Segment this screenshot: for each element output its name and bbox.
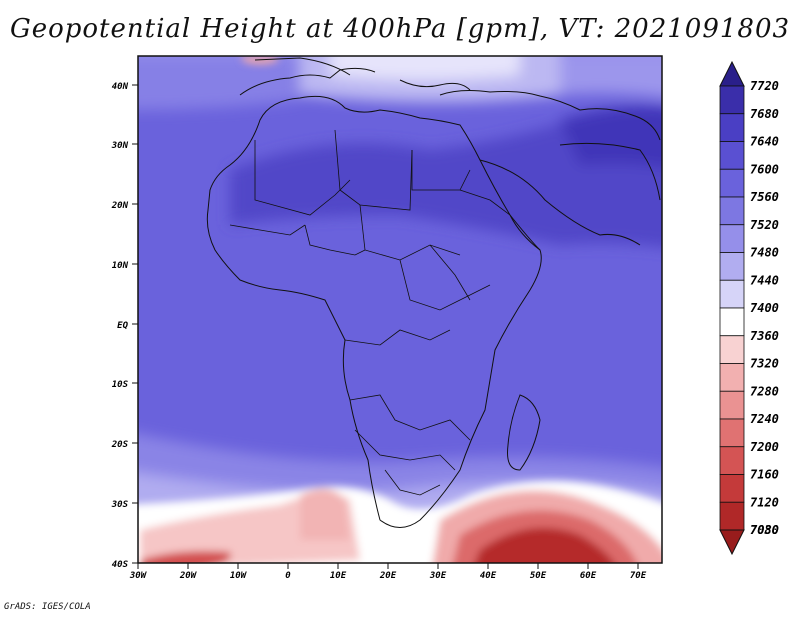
coastlines: [206, 57, 661, 528]
colorbar-label: 7560: [750, 190, 779, 204]
lon-label: 40E: [480, 571, 497, 581]
colorbar-swatch: [719, 363, 745, 392]
colorbar-label: 7600: [750, 162, 779, 176]
colorbar-swatch: [719, 335, 745, 364]
lon-label: 70E: [630, 571, 647, 581]
colorbar-swatch: [719, 252, 745, 281]
colorbar-label: 7160: [750, 468, 779, 482]
colorbar-swatch: [719, 196, 745, 226]
lat-label: 30S: [111, 500, 129, 510]
colorbar-label: 7320: [750, 357, 779, 371]
height-field: [138, 56, 662, 563]
colorbar-swatch: [719, 168, 745, 198]
colorbar-swatch: [719, 141, 745, 170]
colorbar-label: 7520: [750, 218, 779, 232]
lon-label: 30E: [429, 571, 447, 581]
country-borders: [229, 129, 511, 496]
lat-label: 10S: [112, 380, 129, 390]
colorbar-swatch: [719, 446, 745, 475]
lon-label: 10W: [230, 571, 248, 581]
colorbar: 7720 7680 7640 7600 7560 7520 7480 7440 7400 7360…: [719, 60, 779, 556]
colorbar-label: 7720: [750, 79, 779, 93]
colorbar-label: 7080: [750, 523, 779, 537]
colorbar-label: 7280: [750, 384, 779, 398]
colorbar-label: 7480: [750, 246, 779, 260]
colorbar-bottom-arrow: [719, 529, 745, 556]
lat-label: 30N: [111, 141, 129, 151]
lat-label: 40N: [112, 82, 129, 92]
grads-credit: GrADS: IGES/COLA: [4, 602, 91, 612]
map-frame: [137, 55, 663, 564]
colorbar-label: 7400: [750, 301, 779, 315]
lon-axis: 30W 20W 10W 0 10E 20E 30E 40E 50E 60E 70…: [129, 563, 647, 581]
colorbar-label: 7030: [750, 523, 779, 537]
colorbar-top-arrow: [719, 60, 745, 87]
lat-label: 20N: [111, 201, 129, 211]
lon-label: 0: [285, 571, 291, 581]
colorbar-label: 7640: [750, 135, 779, 149]
colorbar-label: 7360: [750, 329, 779, 343]
colorbar-label: 7440: [750, 273, 779, 287]
lon-label: 10E: [330, 571, 347, 581]
colorbar-label: 7120: [750, 495, 779, 509]
lat-label: 20S: [111, 440, 129, 450]
colorbar-swatch: [719, 501, 745, 531]
map-title: Geopotential Height at 400hPa [gpm], VT:…: [9, 14, 791, 44]
colorbar-swatch: [719, 390, 745, 420]
colorbar-swatch: [719, 418, 745, 448]
lat-label: EQ: [117, 321, 128, 331]
lon-label: 20E: [379, 571, 397, 581]
lat-label: 40S: [112, 560, 129, 570]
lat-axis: 40N 30N 20N 10N EQ 10S 20S 30S 40S: [111, 82, 138, 570]
colorbar-label: 7240: [750, 412, 779, 426]
lat-label: 10N: [112, 261, 129, 271]
colorbar-swatch: [719, 307, 745, 337]
colorbar-swatch: [719, 85, 745, 115]
colorbar-label: 7680: [750, 107, 779, 121]
lon-label: 50E: [530, 571, 547, 581]
lon-label: 60E: [580, 571, 597, 581]
colorbar-swatch: [719, 279, 745, 309]
lon-label: 30W: [129, 571, 148, 581]
colorbar-label: 7200: [750, 440, 779, 454]
lon-label: 20W: [179, 571, 198, 581]
colorbar-swatch: [719, 224, 745, 253]
colorbar-swatch: [719, 113, 745, 142]
colorbar-swatch: [719, 474, 745, 503]
